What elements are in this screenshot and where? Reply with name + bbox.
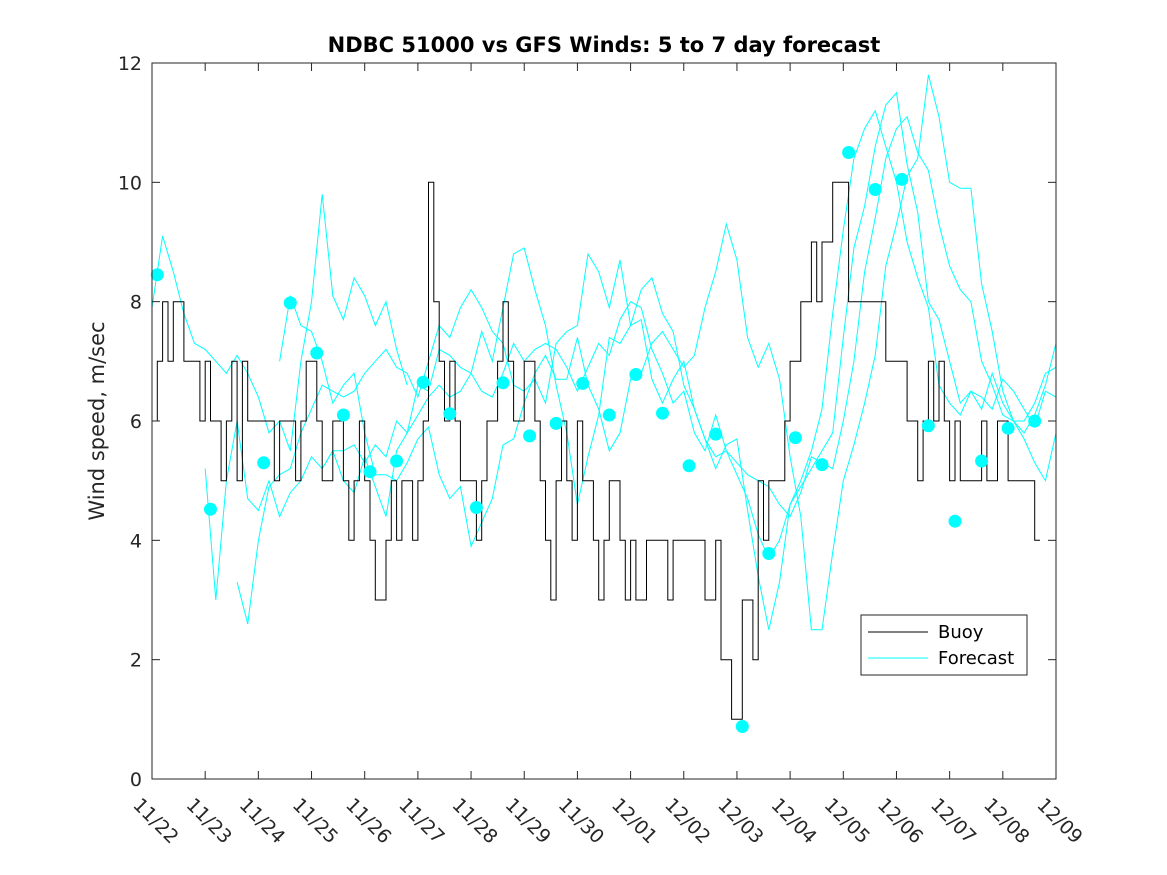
- forecast-point: [842, 146, 856, 159]
- forecast-point: [257, 456, 271, 470]
- y-tick-label: 12: [118, 53, 142, 75]
- forecast-point: [948, 514, 962, 528]
- y-tick-label: 8: [130, 292, 142, 314]
- forecast-point: [150, 268, 164, 282]
- forecast-line-3: [236, 91, 1057, 625]
- y-tick-label: 0: [130, 769, 142, 791]
- forecast-point: [921, 419, 935, 433]
- forecast-point: [656, 406, 669, 420]
- y-tick-label: 4: [130, 530, 142, 552]
- forecast-point: [815, 458, 829, 472]
- legend: Buoy Forecast: [860, 614, 1028, 676]
- forecast-point: [523, 429, 537, 443]
- forecast-point: [336, 408, 350, 422]
- legend-forecast-label: Forecast: [938, 648, 1014, 669]
- forecast-point: [204, 502, 217, 516]
- y-axis-label: Wind speed, m/sec: [85, 321, 109, 520]
- forecast-point: [762, 547, 776, 560]
- forecast-point: [788, 431, 802, 445]
- y-tick-label: 2: [130, 650, 142, 672]
- forecast-point: [1028, 414, 1042, 428]
- forecast-point: [975, 454, 989, 468]
- chart-title: NDBC 51000 vs GFS Winds: 5 to 7 day fore…: [328, 33, 881, 57]
- forecast-point: [895, 172, 909, 186]
- forecast-point: [629, 368, 643, 381]
- series-layer: [150, 74, 1057, 733]
- forecast-point: [1001, 421, 1015, 435]
- forecast-point: [363, 465, 377, 479]
- forecast-point: [310, 346, 324, 360]
- forecast-point: [469, 501, 483, 514]
- forecast-point: [390, 454, 404, 468]
- forecast-point: [602, 408, 616, 422]
- legend-box: [860, 614, 1028, 676]
- forecast-point: [549, 416, 563, 430]
- forecast-point: [682, 459, 696, 473]
- forecast-point: [283, 296, 297, 310]
- forecast-point: [735, 720, 749, 733]
- forecast-point: [416, 375, 430, 389]
- forecast-line-4: [279, 74, 1057, 631]
- forecast-point: [496, 376, 510, 390]
- forecast-point: [709, 427, 723, 441]
- y-tick-label: 6: [130, 411, 142, 433]
- legend-buoy-label: Buoy: [938, 622, 984, 643]
- y-tick-label: 10: [118, 172, 142, 194]
- buoy-line: [152, 181, 1040, 720]
- forecast-point: [443, 407, 457, 421]
- forecast-point: [868, 183, 882, 196]
- forecast-point: [576, 376, 590, 390]
